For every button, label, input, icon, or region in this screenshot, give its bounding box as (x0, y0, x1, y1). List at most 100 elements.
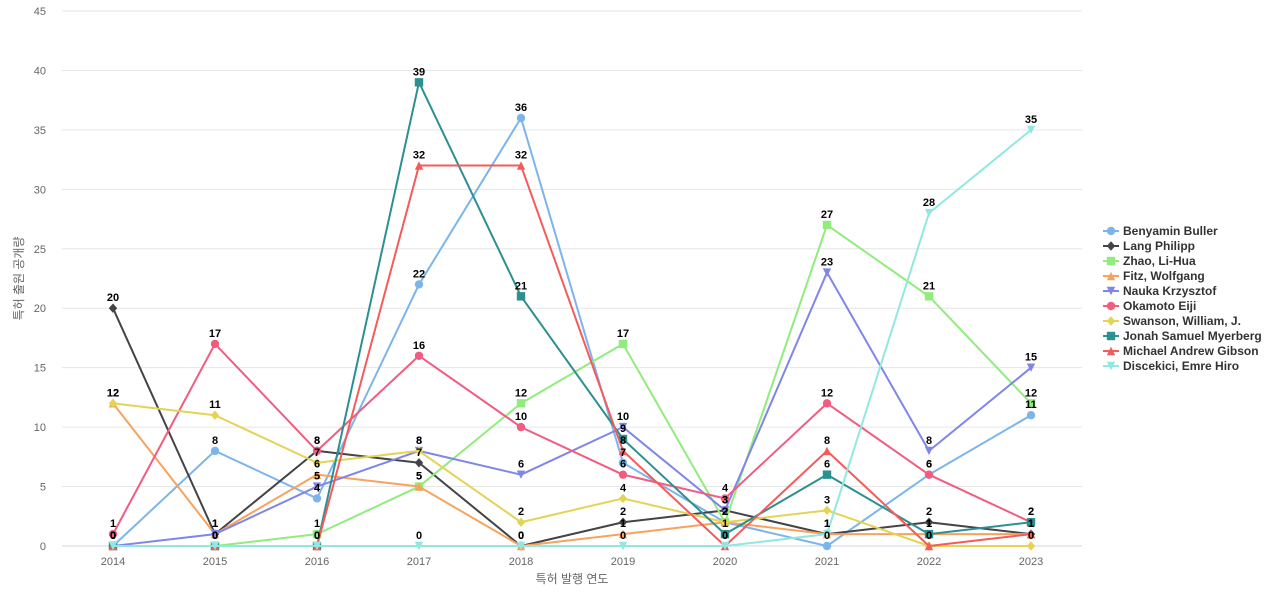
legend-item[interactable]: Okamoto Eiji (1103, 299, 1196, 313)
data-label: 0 (926, 530, 932, 542)
data-label: 12 (107, 387, 119, 399)
data-label: 17 (209, 328, 221, 340)
x-tick-label: 2017 (407, 556, 431, 568)
data-label: 7 (314, 447, 320, 459)
y-tick-label: 25 (34, 244, 46, 256)
data-point (1026, 518, 1036, 527)
data-label: 6 (518, 459, 524, 471)
data-label: 0 (212, 530, 218, 542)
data-point (414, 446, 424, 456)
data-point (414, 351, 424, 360)
series-line (113, 224, 1032, 547)
data-label: 10 (515, 411, 527, 423)
data-point (618, 458, 628, 467)
data-point (822, 220, 832, 230)
legend-swatch-marker (1106, 226, 1116, 236)
data-point (516, 161, 526, 170)
data-point (414, 541, 424, 551)
data-label: 6 (926, 459, 932, 471)
data-point (924, 529, 934, 539)
y-tick-label: 20 (34, 303, 46, 315)
data-point (312, 470, 322, 479)
data-label: 10 (617, 411, 629, 423)
data-point (618, 470, 628, 479)
data-label: 0 (518, 530, 524, 542)
data-label: 0 (314, 530, 320, 542)
data-point (108, 303, 118, 313)
legend-label: Okamoto Eiji (1123, 299, 1196, 313)
data-point (924, 446, 934, 456)
data-point (312, 446, 322, 456)
series-6 (108, 398, 1036, 551)
data-point (1026, 399, 1036, 408)
data-point (414, 482, 424, 491)
data-point (822, 505, 832, 516)
x-tick-label: 2016 (305, 556, 329, 568)
data-point (822, 268, 832, 277)
data-label: 1 (212, 518, 218, 530)
legend-label: Benyamin Buller (1123, 224, 1218, 238)
data-label: 21 (923, 280, 935, 292)
data-label: 2 (926, 506, 932, 518)
data-label: 22 (413, 268, 425, 280)
legend-item[interactable]: Benyamin Buller (1103, 224, 1218, 238)
data-point (1026, 529, 1036, 539)
data-label: 5 (416, 471, 422, 483)
data-label: 9 (620, 423, 626, 435)
legend-item[interactable]: Swanson, William, J. (1103, 314, 1241, 328)
data-point (210, 446, 220, 456)
legend-item[interactable]: Jonah Samuel Myerberg (1103, 329, 1262, 343)
data-label: 11 (209, 399, 221, 411)
data-label: 2 (620, 506, 626, 518)
data-label: 4 (620, 482, 627, 494)
legend-swatch-marker (1106, 331, 1116, 341)
data-label: 2 (722, 506, 728, 518)
data-label: 0 (416, 530, 422, 542)
legend-item[interactable]: Lang Philipp (1103, 239, 1195, 253)
data-label: 6 (620, 459, 626, 471)
data-label: 2 (722, 506, 728, 518)
data-label: 7 (620, 447, 626, 459)
legend-item[interactable]: Michael Andrew Gibson (1103, 344, 1259, 358)
data-label: 5 (314, 471, 320, 483)
data-point (312, 458, 322, 468)
data-label: 3 (722, 494, 728, 506)
data-label: 8 (926, 435, 932, 447)
data-label: 0 (722, 530, 728, 542)
data-label: 16 (413, 340, 425, 352)
x-tick-label: 2014 (101, 556, 125, 568)
data-label: 12 (1025, 387, 1037, 399)
legend-item[interactable]: Nauka Krzysztof (1103, 284, 1217, 298)
data-point (414, 78, 424, 87)
data-label: 8 (416, 435, 422, 447)
series-line (113, 81, 1032, 547)
data-point (516, 517, 526, 527)
data-point (516, 541, 526, 551)
data-label: 8 (314, 435, 320, 447)
data-label: 1 (824, 518, 830, 530)
data-point (720, 517, 730, 527)
data-label: 0 (722, 530, 728, 542)
series-9 (108, 125, 1036, 551)
series-line (113, 129, 1032, 547)
data-label: 17 (617, 328, 629, 340)
legend-item[interactable]: Fitz, Wolfgang (1103, 269, 1205, 283)
data-point (618, 541, 628, 551)
data-label: 5 (416, 471, 422, 483)
legend-item[interactable]: Discekici, Emre Hiro (1103, 359, 1239, 373)
y-tick-label: 45 (34, 6, 46, 18)
data-label: 8 (824, 435, 830, 447)
data-point (312, 529, 322, 539)
data-label: 0 (110, 530, 116, 542)
data-label: 4 (722, 482, 729, 494)
legend-swatch-marker (1106, 256, 1116, 266)
y-tick-label: 5 (40, 482, 46, 494)
data-point (516, 470, 526, 479)
x-tick-label: 2023 (1019, 556, 1043, 568)
data-label: 1 (620, 518, 626, 530)
data-label: 6 (926, 459, 932, 471)
legend-item[interactable]: Zhao, Li-Hua (1103, 254, 1196, 268)
y-tick-label: 30 (34, 184, 46, 196)
data-point (108, 541, 118, 551)
